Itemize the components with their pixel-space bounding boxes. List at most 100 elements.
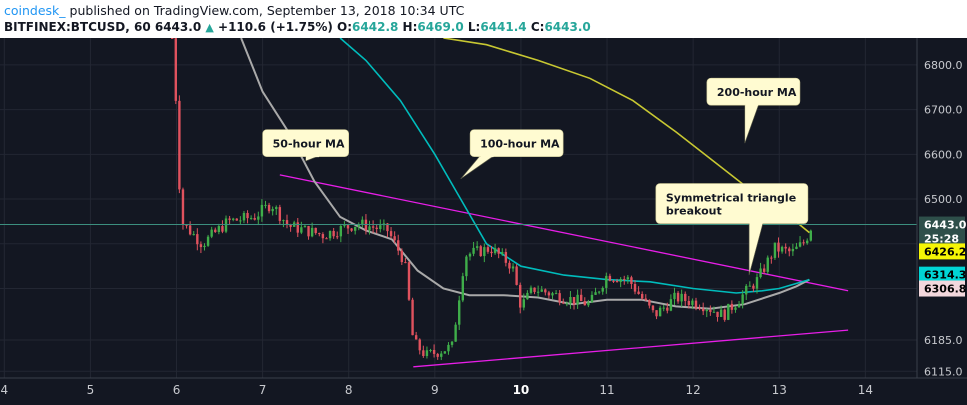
candle-body <box>501 252 504 254</box>
y-tick-label: 6600.0 <box>924 148 963 161</box>
candle-body <box>759 268 762 278</box>
symbol-label[interactable]: BITFINEX:BTCUSD, 60 <box>4 20 151 34</box>
candle-body <box>526 292 529 300</box>
candle-body <box>583 301 586 306</box>
x-tick-label: 4 <box>0 383 8 397</box>
candle-body <box>515 266 518 285</box>
candle-body <box>235 218 238 221</box>
y-tick-label: 6185.0 <box>924 334 963 347</box>
callout-box <box>262 129 349 157</box>
candle-body <box>242 212 246 221</box>
price-tag-label: 25:28 <box>924 232 959 245</box>
candle-body <box>303 226 307 228</box>
candle-body <box>651 305 655 311</box>
candle-body <box>249 218 253 220</box>
candle-body <box>565 303 569 305</box>
x-tick-label: 8 <box>345 383 353 397</box>
candle-body <box>766 257 769 272</box>
candle-body <box>626 277 630 280</box>
candle-body <box>321 234 325 239</box>
candle-body <box>393 236 396 241</box>
candle-body <box>676 292 680 302</box>
candle-body <box>504 252 508 263</box>
candle-body <box>755 277 759 289</box>
candle-body <box>178 100 181 190</box>
callout-box <box>469 129 564 157</box>
candle-body <box>497 248 500 254</box>
candle-body <box>282 220 285 222</box>
price-tag-label: 6426.2 <box>924 245 966 258</box>
candle-body <box>196 234 199 245</box>
publish-line: coindesk_ published on TradingView.com, … <box>4 3 464 18</box>
callout-tail-join <box>749 221 763 225</box>
callout-tail-join <box>480 154 494 158</box>
close-value: 6443.0 <box>544 20 591 34</box>
candle-body <box>188 225 192 235</box>
candle-body <box>346 225 350 229</box>
candle-body <box>806 240 809 244</box>
candle-body <box>640 293 644 299</box>
moving-average-line <box>240 38 810 310</box>
candle-body <box>752 285 755 289</box>
candle-body <box>379 225 382 230</box>
time-axis[interactable] <box>0 378 967 405</box>
candle-body <box>231 218 235 220</box>
candle-body <box>400 250 404 263</box>
candle-body <box>544 289 547 293</box>
candle-body <box>684 293 687 301</box>
candle-body <box>210 229 213 237</box>
price-tag-box <box>919 230 965 247</box>
price-change: +110.6 (+1.75%) <box>218 20 333 34</box>
candles <box>171 38 813 361</box>
price-tag-box <box>919 266 965 283</box>
candle-body <box>375 227 378 230</box>
candle-body <box>623 279 626 281</box>
open-label: O: <box>337 20 353 34</box>
candle-body <box>174 38 177 101</box>
candle-body <box>425 350 429 356</box>
candle-body <box>762 268 766 272</box>
candle-body <box>709 309 712 312</box>
candle-body <box>576 294 579 305</box>
candle-body <box>443 351 447 354</box>
candle-body <box>691 300 694 305</box>
high-value: 6469.0 <box>417 20 464 34</box>
candle-body <box>436 353 439 357</box>
candle-body <box>475 246 479 248</box>
author-link[interactable]: coindesk_ <box>4 3 66 18</box>
price-tag-label: 6306.8 <box>924 283 966 296</box>
candle-body <box>411 299 414 336</box>
candle-body <box>780 246 784 252</box>
callout: 200-hour MA <box>706 77 801 144</box>
candle-body <box>547 292 551 296</box>
candle-body <box>701 308 705 312</box>
candle-body <box>554 293 558 295</box>
candle-body <box>698 307 701 309</box>
candle-body <box>508 262 511 269</box>
price-axis[interactable] <box>917 38 967 378</box>
candle-body <box>748 285 752 287</box>
candle-body <box>328 230 332 239</box>
candle-body <box>569 297 572 304</box>
callout-text: 200-hour MA <box>717 86 797 99</box>
price-tag-box <box>919 216 965 233</box>
y-tick-label: 6115.0 <box>924 365 963 378</box>
candle-body <box>404 262 407 264</box>
x-tick-label: 12 <box>685 383 700 397</box>
price-tag-label: 6443.0 <box>924 219 967 232</box>
candle-body <box>289 224 292 227</box>
candle-body <box>314 227 317 234</box>
x-axis-labels: 4 5 6 7 8 9 10 11 12 13 14 <box>0 383 872 397</box>
candle-body <box>716 311 719 317</box>
candle-body <box>522 299 525 308</box>
candle-body <box>318 233 321 235</box>
candle-body <box>343 225 346 227</box>
candle-body <box>206 236 210 246</box>
price-chart[interactable]: 50-hour MA 100-hour MA 200-hour MA Symmetri… <box>0 38 967 405</box>
candle-body <box>590 294 594 303</box>
candle-body <box>368 226 371 231</box>
candle-body <box>511 266 515 269</box>
candle-body <box>745 285 748 295</box>
candle-body <box>264 204 267 206</box>
